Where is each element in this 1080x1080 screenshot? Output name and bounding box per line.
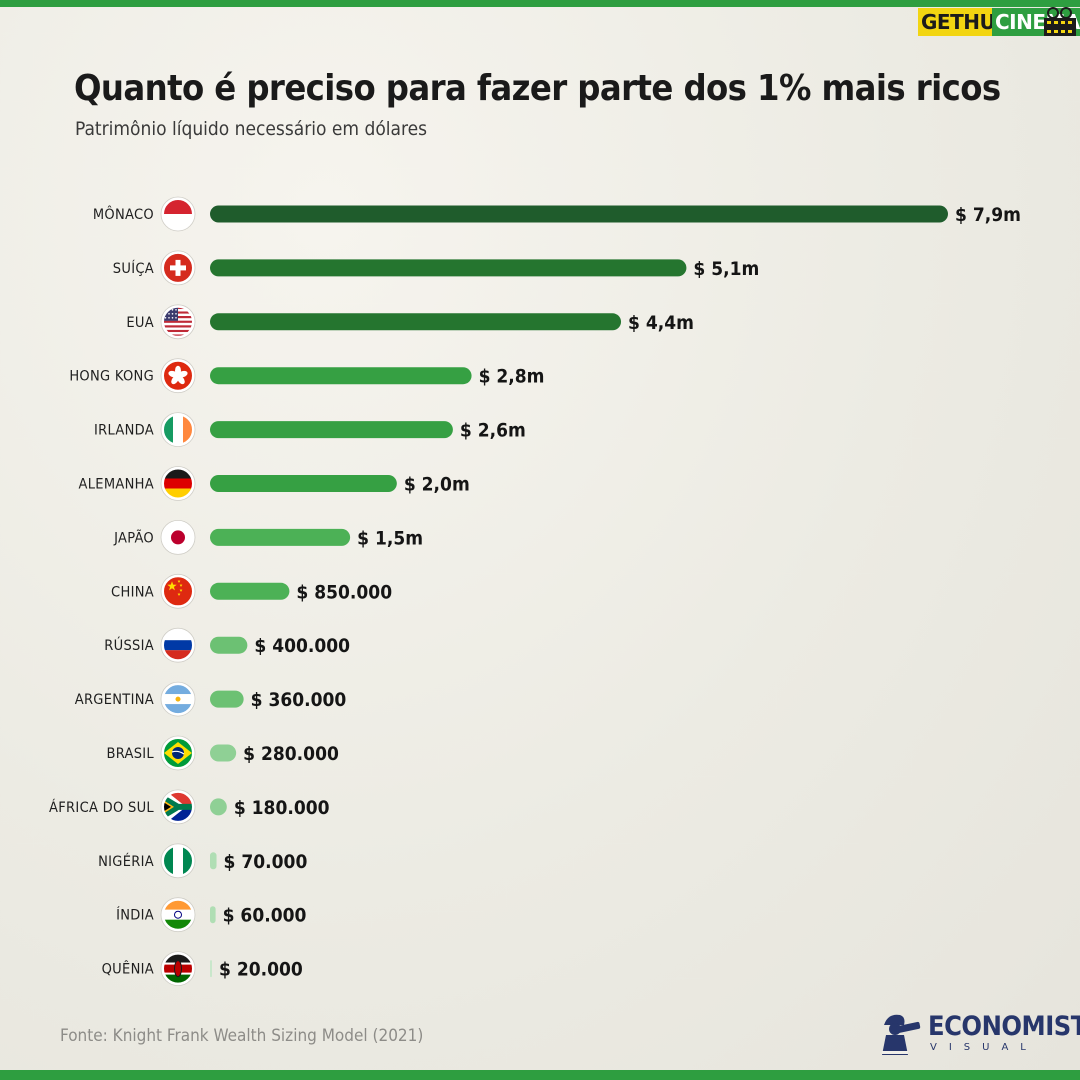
category-label: ALEMANHA xyxy=(79,477,155,493)
bar xyxy=(210,852,217,870)
brand-part1: GETHU xyxy=(918,8,1000,36)
value-label: $ 4,4m xyxy=(628,312,694,334)
bar xyxy=(210,960,212,978)
argentina-flag xyxy=(160,681,196,717)
ireland-flag xyxy=(160,412,196,448)
category-label: ARGENTINA xyxy=(75,692,154,708)
india-flag xyxy=(160,897,196,933)
bar xyxy=(210,367,472,385)
film-reel-icon xyxy=(1044,7,1076,36)
category-label: JAPÃO xyxy=(113,529,154,546)
russia-flag xyxy=(160,627,196,663)
chart-title: Quanto é preciso para fazer parte dos 1%… xyxy=(74,68,1001,109)
hong-kong-flag xyxy=(160,358,196,394)
chart-row: ARGENTINA $ 360.000 xyxy=(75,681,347,717)
value-label: $ 360.000 xyxy=(251,689,347,711)
category-label: CHINA xyxy=(111,584,154,600)
usa-flag xyxy=(160,304,196,340)
category-label: ÁFRICA DO SUL xyxy=(49,799,154,816)
chart-row: CHINA $ 850.000 xyxy=(111,573,392,609)
south-africa-flag xyxy=(160,789,196,825)
value-label: $ 1,5m xyxy=(357,527,423,549)
bar xyxy=(210,421,453,439)
japan-flag xyxy=(160,520,196,555)
chart-row: BRASIL $ 280.000 xyxy=(106,735,339,771)
category-label: NIGÉRIA xyxy=(98,853,154,870)
value-label: $ 5,1m xyxy=(693,258,759,280)
bar xyxy=(210,475,397,492)
category-label: SUÍÇA xyxy=(113,260,154,277)
category-label: HONG KONG xyxy=(69,369,154,385)
monaco-flag xyxy=(160,196,196,232)
explorer-telescope-icon xyxy=(882,1014,921,1055)
value-label: $ 60.000 xyxy=(223,905,307,927)
chart-row: EUA $ 4,4m xyxy=(126,304,694,340)
chart-subtitle: Patrimônio líquido necessário em dólares xyxy=(75,118,428,140)
category-label: ÍNDIA xyxy=(116,907,154,924)
top-stripe xyxy=(0,0,1080,7)
value-label: $ 850.000 xyxy=(296,581,392,603)
germany-flag xyxy=(160,466,196,501)
economista-visual-logo: ECONOMISTA VISUAL xyxy=(878,1007,1080,1059)
category-label: IRLANDA xyxy=(94,423,154,439)
chart-row: JAPÃO $ 1,5m xyxy=(113,520,423,555)
category-label: BRASIL xyxy=(106,746,154,762)
chart-row: QUÊNIA $ 20.000 xyxy=(102,951,303,986)
switzerland-flag xyxy=(160,250,196,286)
bar xyxy=(210,259,687,277)
value-label: $ 400.000 xyxy=(254,635,350,657)
chart-row: IRLANDA $ 2,6m xyxy=(94,412,526,448)
nigeria-flag xyxy=(160,843,196,879)
chart-row: ÁFRICA DO SUL $ 180.000 xyxy=(49,789,330,825)
bar xyxy=(210,690,244,708)
bar xyxy=(210,205,948,223)
china-flag xyxy=(160,573,196,609)
bar xyxy=(210,528,351,546)
kenya-flag xyxy=(160,951,196,986)
logo-line2: VISUAL xyxy=(930,1042,1038,1053)
chart-row: NIGÉRIA $ 70.000 xyxy=(98,843,308,879)
category-label: MÔNACO xyxy=(93,205,154,223)
value-label: $ 2,0m xyxy=(404,474,470,496)
value-label: $ 2,6m xyxy=(460,420,526,442)
logo-line1: ECONOMISTA xyxy=(928,1011,1080,1042)
category-label: RÚSSIA xyxy=(104,636,154,654)
bar xyxy=(210,636,248,654)
value-label: $ 20.000 xyxy=(219,959,303,981)
value-label: $ 70.000 xyxy=(224,851,308,873)
brazil-flag xyxy=(160,735,196,771)
value-label: $ 180.000 xyxy=(234,797,330,819)
chart-row: MÔNACO $ 7,9m xyxy=(93,196,1021,232)
bar xyxy=(210,906,216,924)
category-label: QUÊNIA xyxy=(102,960,154,978)
bar xyxy=(210,582,290,600)
category-label: EUA xyxy=(126,315,154,331)
value-label: $ 7,9m xyxy=(955,204,1021,226)
chart-row: ALEMANHA $ 2,0m xyxy=(79,466,470,501)
chart-row: SUÍÇA $ 5,1m xyxy=(113,250,759,286)
chart-row: HONG KONG $ 2,8m xyxy=(69,358,545,394)
value-label: $ 2,8m xyxy=(479,366,545,388)
value-label: $ 280.000 xyxy=(243,743,339,765)
chart-row: RÚSSIA $ 400.000 xyxy=(104,627,350,663)
chart-row: ÍNDIA $ 60.000 xyxy=(116,897,307,933)
brand-watermark: GETHU CINEMA xyxy=(918,8,1080,36)
bar xyxy=(210,313,622,331)
bottom-stripe xyxy=(0,1070,1080,1080)
source-note: Fonte: Knight Frank Wealth Sizing Model … xyxy=(60,1026,424,1046)
bar xyxy=(210,798,227,816)
bar xyxy=(210,744,237,762)
